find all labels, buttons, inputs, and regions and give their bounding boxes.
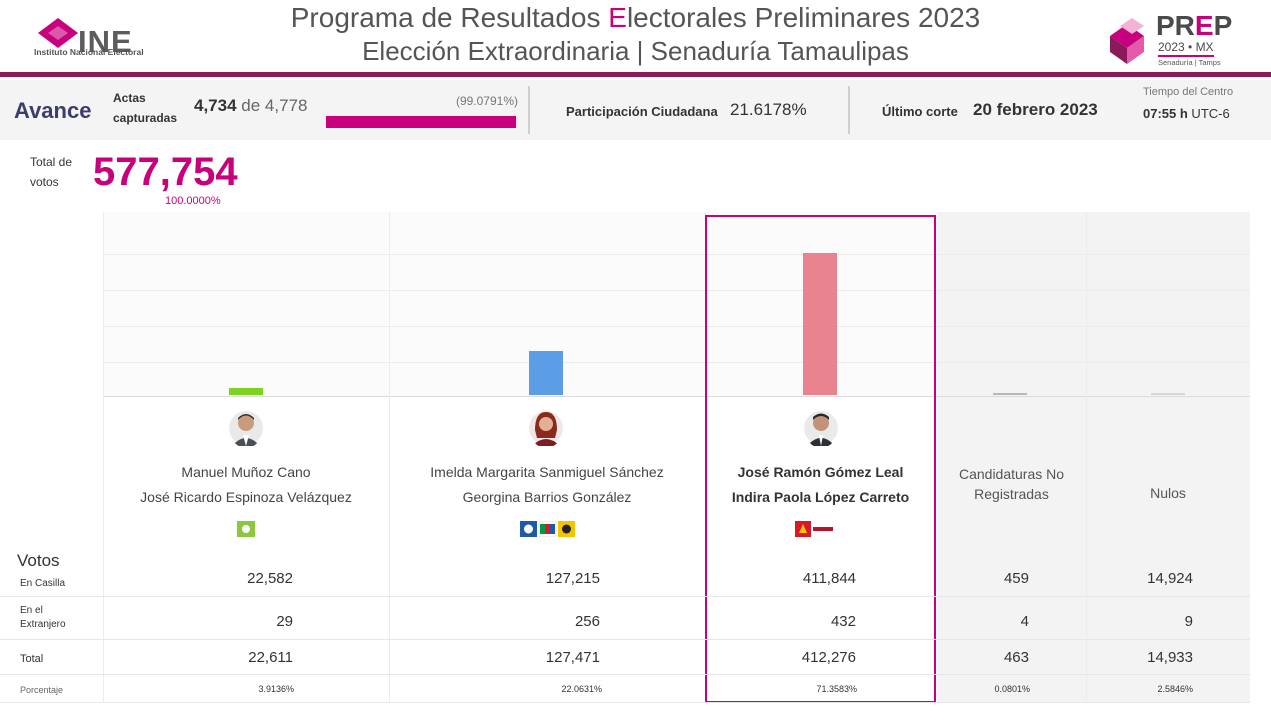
- prep-brand-a: PR: [1156, 10, 1195, 41]
- title-accent: E: [608, 2, 627, 33]
- gridline: [103, 362, 1250, 363]
- bar-candidate-2[interactable]: [529, 351, 563, 395]
- avance-progress-fill: [326, 116, 517, 128]
- cell-extranjero-c2: 256: [574, 613, 600, 630]
- avance-progress-bar: [326, 116, 518, 128]
- gridline: [103, 254, 1250, 255]
- ine-subtitle: Instituto Nacional Electoral: [34, 47, 144, 57]
- prep-brand-c: P: [1213, 10, 1233, 41]
- candidate-3-name: José Ramón Gómez Leal: [737, 464, 904, 480]
- row-label-total: Total: [20, 653, 44, 665]
- cell-extranjero-c5: 9: [1184, 613, 1193, 630]
- avatar-candidate-3: [804, 411, 838, 446]
- cell-extranjero-c4: 4: [1020, 613, 1029, 630]
- coalition-logos-icon: [795, 521, 833, 537]
- actas-total: 4,778: [264, 96, 308, 115]
- prep-brand-b: E: [1194, 10, 1214, 41]
- avance-percent: (99.0791%): [455, 94, 518, 108]
- cell-pct-c1: 3.9136%: [258, 684, 294, 694]
- votos-title: Votos: [17, 551, 60, 570]
- prep-year: 2023 • MX: [1158, 40, 1214, 57]
- avance-row: Avance Actas capturadas 4,734 de 4,778 (…: [0, 80, 1271, 140]
- cell-casilla-c4: 459: [1003, 570, 1029, 587]
- cell-total-c3: 412,276: [801, 649, 856, 666]
- cell-extranjero-c3: 432: [830, 613, 856, 630]
- tiempo-time: 07:55 h: [1143, 106, 1188, 121]
- cell-total-c5: 14,933: [1147, 649, 1193, 666]
- gridline: [103, 326, 1250, 327]
- column-divider: [103, 212, 104, 702]
- bar-nulos[interactable]: [1151, 393, 1185, 395]
- column-divider: [1086, 212, 1087, 702]
- gridline: [103, 290, 1250, 291]
- cell-total-c4: 463: [1003, 649, 1029, 666]
- row-label-extranjero: En el Extranjero: [20, 605, 66, 630]
- ine-diamond-icon: [38, 18, 78, 48]
- avatar-candidate-1: [229, 411, 263, 446]
- divider: [528, 86, 530, 134]
- cell-casilla-c3: 411,844: [802, 570, 856, 587]
- row-divider: [0, 674, 1250, 675]
- row-divider: [0, 596, 1250, 597]
- prep-brand: PREP: [1156, 10, 1232, 42]
- prep-logo[interactable]: PREP 2023 • MX Senaduría | Tamps: [1100, 10, 1240, 70]
- cell-pct-c4: 0.0801%: [994, 684, 1030, 694]
- chart-baseline: [103, 396, 1250, 397]
- total-votos-percent: 100.0000%: [165, 195, 221, 207]
- bar-no-registradas[interactable]: [993, 393, 1027, 395]
- coalition-logos-icon: [520, 521, 575, 537]
- cell-pct-c5: 2.5846%: [1157, 684, 1193, 694]
- avatar-candidate-2: [529, 411, 563, 446]
- cell-casilla-c5: 14,924: [1147, 570, 1193, 587]
- page-title: Programa de Resultados Electorales Preli…: [0, 2, 1271, 34]
- candidate-2-suplente: Georgina Barrios González: [462, 489, 632, 505]
- column-divider: [389, 212, 390, 702]
- cell-pct-c2: 22.0631%: [561, 684, 602, 694]
- cell-extranjero-c1: 29: [276, 613, 293, 630]
- candidate-3-suplente: Indira Paola López Carreto: [731, 489, 910, 505]
- corte-value: 20 febrero 2023: [973, 100, 1098, 119]
- header: INE Instituto Nacional Electoral Program…: [0, 0, 1271, 77]
- tiempo-label: Tiempo del Centro: [1143, 86, 1234, 98]
- title-part-2: lectorales Preliminares 2023: [626, 2, 981, 33]
- actas-label: Actas capturadas: [113, 91, 178, 125]
- actas-de: de: [236, 96, 265, 115]
- cell-casilla-c2: 127,215: [545, 570, 600, 587]
- divider: [848, 86, 850, 134]
- header-divider: [0, 72, 1271, 77]
- row-label-en-casilla: En Casilla: [20, 578, 66, 589]
- total-votos-value: 577,754: [93, 150, 238, 194]
- nulos-label: Nulos: [1150, 485, 1186, 501]
- tiempo-value: 07:55 h UTC-6: [1143, 106, 1230, 121]
- prep-cube-icon: [1110, 18, 1144, 64]
- row-divider: [0, 702, 1250, 703]
- candidate-2-name: Imelda Margarita Sanmiguel Sánchez: [430, 464, 664, 480]
- tiempo-zone: UTC-6: [1187, 106, 1230, 121]
- row-label-porcentaje: Porcentaje: [20, 685, 64, 695]
- title-part-1: Programa de Resultados: [290, 2, 609, 33]
- page-subtitle: Elección Extraordinaria | Senaduría Tama…: [362, 36, 909, 66]
- party-logo-icon: [237, 521, 255, 537]
- row-divider: [0, 639, 1250, 640]
- ine-brand: INE: [78, 24, 133, 59]
- ine-logo[interactable]: INE Instituto Nacional Electoral: [34, 14, 184, 60]
- cell-casilla-c1: 22,582: [247, 570, 293, 587]
- total-votos-label: Total de votos: [30, 155, 73, 189]
- cell-total-c2: 127,471: [545, 649, 600, 666]
- participacion-label: Participación Ciudadana: [566, 104, 718, 119]
- no-registradas-label: Candidaturas No Registradas: [958, 466, 1065, 502]
- cell-pct-c3: 71.3583%: [816, 684, 857, 694]
- candidate-1-name: Manuel Muñoz Cano: [181, 464, 311, 480]
- others-column-bg: [937, 212, 1250, 702]
- participacion-value: 21.6178%: [730, 100, 807, 119]
- prep-subtitle: Senaduría | Tamps: [1158, 58, 1221, 67]
- candidate-1-suplente: José Ricardo Espinoza Velázquez: [140, 489, 352, 505]
- actas-value: 4,734 de 4,778: [194, 96, 307, 116]
- bar-candidate-3[interactable]: [803, 253, 837, 395]
- actas-captured: 4,734: [194, 96, 237, 115]
- corte-label: Último corte: [882, 104, 958, 119]
- cell-total-c1: 22,611: [248, 649, 293, 666]
- avance-label: Avance: [14, 98, 92, 123]
- bar-candidate-1[interactable]: [229, 388, 263, 395]
